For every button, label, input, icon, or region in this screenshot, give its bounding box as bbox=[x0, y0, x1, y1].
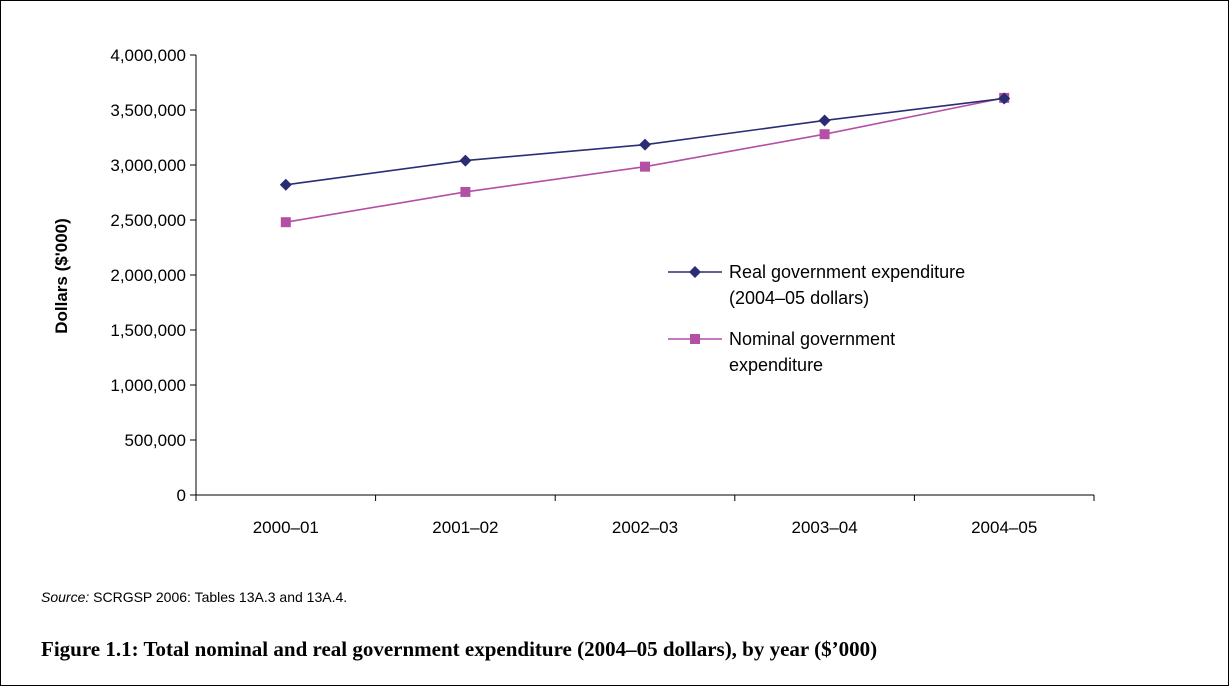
x-tick-label: 2000–01 bbox=[253, 518, 319, 537]
series-line bbox=[285, 97, 1005, 223]
y-tick-label: 1,000,000 bbox=[110, 376, 186, 395]
figure-caption: Figure 1.1: Total nominal and real gover… bbox=[41, 637, 878, 661]
source-note: Source: SCRGSP 2006: Tables 13A.3 and 13… bbox=[41, 589, 347, 605]
legend-marker bbox=[689, 266, 701, 278]
source-label: Source: bbox=[41, 589, 90, 605]
data-point bbox=[819, 129, 830, 140]
source-text: SCRGSP 2006: Tables 13A.3 and 13A.4. bbox=[89, 589, 348, 605]
legend-label: Nominal government bbox=[729, 329, 895, 349]
legend-label: expenditure bbox=[729, 355, 823, 375]
data-point bbox=[998, 92, 1011, 105]
data-point bbox=[279, 178, 292, 191]
x-tick-label: 2004–05 bbox=[971, 518, 1037, 537]
x-axis-ticks: 2000–01 2001–02 2002–03 2003–04 2004–05 bbox=[195, 495, 1095, 537]
series-group bbox=[280, 92, 1010, 228]
data-point bbox=[460, 186, 471, 197]
x-tick-label: 2002–03 bbox=[612, 518, 678, 537]
line-chart: 0 500,000 1,000,000 1,500,000 2,000,000 2,500… bbox=[52, 46, 1095, 537]
y-tick-label: 1,500,000 bbox=[110, 321, 186, 340]
data-point bbox=[280, 217, 291, 228]
y-tick-label: 500,000 bbox=[125, 431, 186, 450]
y-tick-label: 2,500,000 bbox=[110, 211, 186, 230]
legend-label: (2004–05 dollars) bbox=[729, 288, 869, 308]
y-tick-label: 0 bbox=[177, 486, 186, 505]
series-group bbox=[279, 92, 1011, 191]
y-tick-label: 4,000,000 bbox=[110, 46, 186, 65]
data-point bbox=[640, 161, 650, 172]
data-point bbox=[639, 138, 651, 151]
data-point bbox=[459, 154, 472, 167]
x-tick-label: 2003–04 bbox=[792, 518, 858, 537]
y-axis-label: Dollars ($'000) bbox=[52, 218, 71, 334]
data-point bbox=[818, 114, 831, 127]
y-tick-label: 3,500,000 bbox=[110, 101, 186, 120]
legend-label: Real government expenditure bbox=[729, 262, 965, 282]
chart-legend: Real government expenditure (2004–05 doll… bbox=[668, 262, 965, 375]
y-tick-label: 2,000,000 bbox=[110, 266, 186, 285]
chart-series bbox=[279, 92, 1011, 228]
legend-marker bbox=[690, 334, 700, 344]
y-axis-ticks: 0 500,000 1,000,000 1,500,000 2,000,000 2,500… bbox=[110, 46, 196, 505]
y-tick-label: 3,000,000 bbox=[110, 156, 186, 175]
x-tick-label: 2001–02 bbox=[432, 518, 498, 537]
